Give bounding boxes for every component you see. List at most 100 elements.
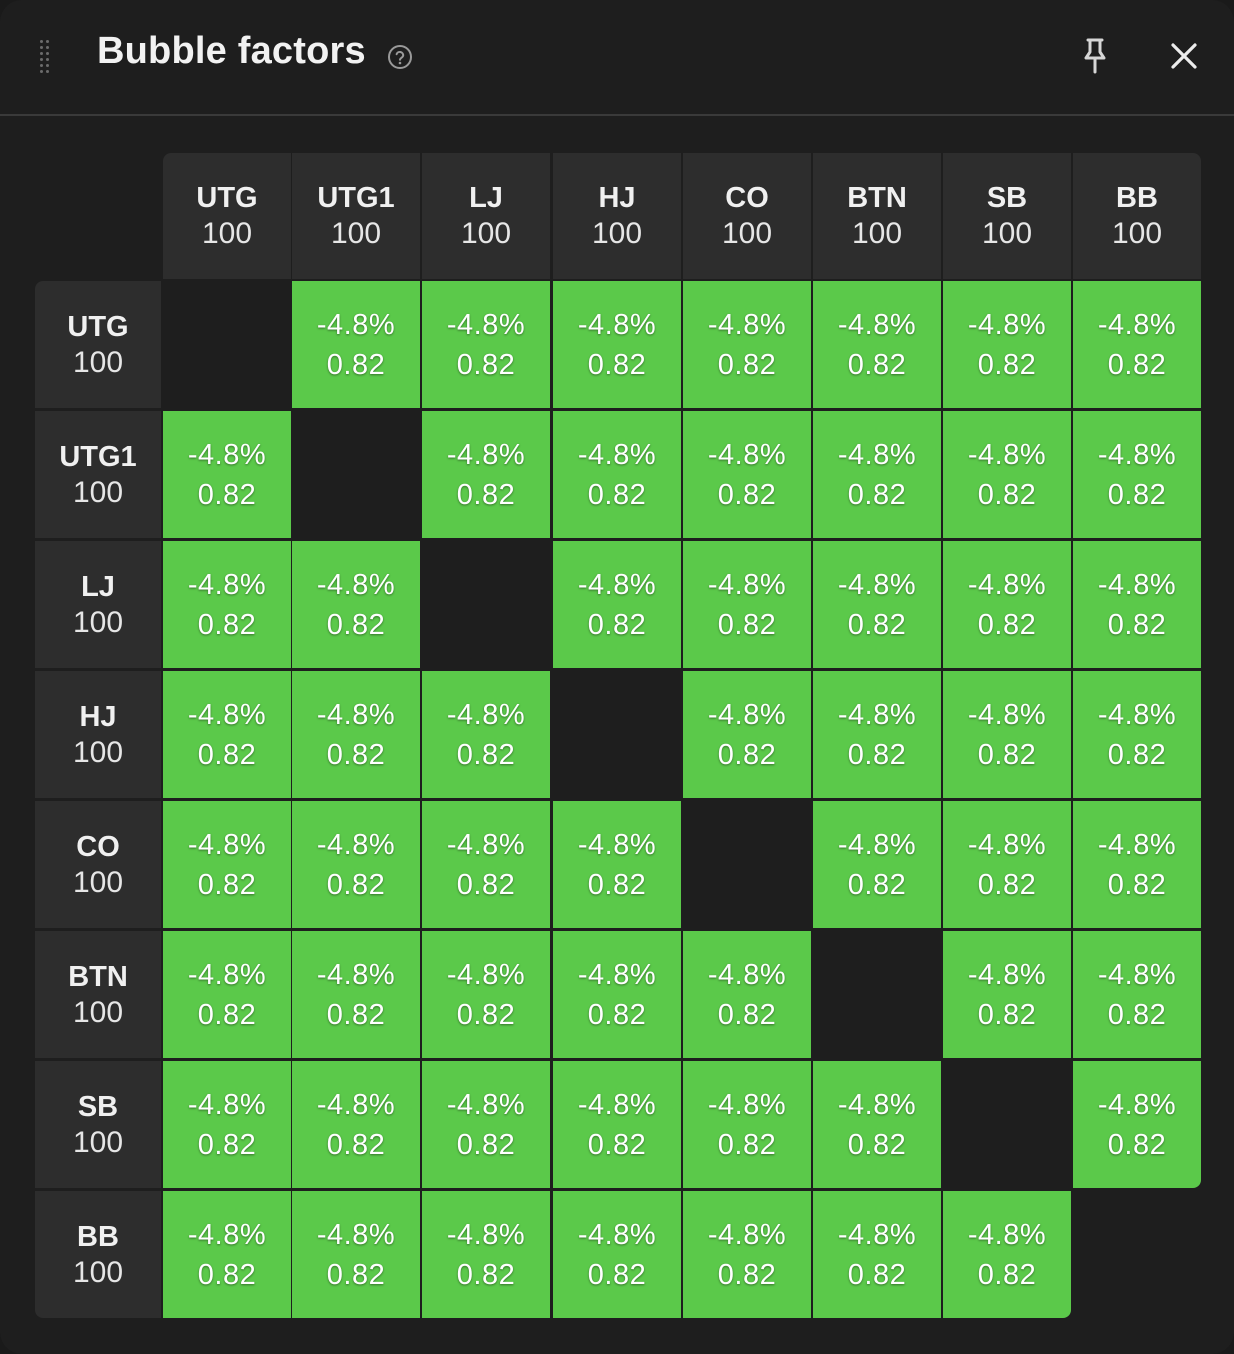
matrix-cell-utg1-vs-bb[interactable]: -4.8% 0.82 <box>1073 411 1201 538</box>
matrix-cell-co-vs-hj[interactable]: -4.8% 0.82 <box>553 801 681 928</box>
matrix-cell-bb-vs-sb[interactable]: -4.8% 0.82 <box>943 1191 1071 1318</box>
matrix-cell-hj-vs-utg[interactable]: -4.8% 0.82 <box>163 671 291 798</box>
row-stack-label: 100 <box>72 1125 124 1159</box>
matrix-cell-hj-vs-sb[interactable]: -4.8% 0.82 <box>943 671 1071 798</box>
help-circle-icon[interactable] <box>387 44 413 70</box>
bubble-factor-value: 0.82 <box>977 348 1037 381</box>
matrix-cell-utg-vs-bb[interactable]: -4.8% 0.82 <box>1073 281 1201 408</box>
matrix-cell-co-vs-btn[interactable]: -4.8% 0.82 <box>813 801 941 928</box>
matrix-cell-empty <box>683 801 811 928</box>
matrix-cell-utg-vs-hj[interactable]: -4.8% 0.82 <box>553 281 681 408</box>
matrix-cell-sb-vs-utg1[interactable]: -4.8% 0.82 <box>292 1061 420 1188</box>
row-position-label: SB <box>77 1090 119 1123</box>
bubble-factor-value: 0.82 <box>847 478 907 511</box>
equity-change-value: -4.8% <box>446 438 526 471</box>
equity-change-value: -4.8% <box>316 958 396 991</box>
equity-change-value: -4.8% <box>577 1088 657 1121</box>
matrix-cell-lj-vs-co[interactable]: -4.8% 0.82 <box>683 541 811 668</box>
bubble-factor-value: 0.82 <box>717 478 777 511</box>
matrix-cell-utg-vs-utg1[interactable]: -4.8% 0.82 <box>292 281 420 408</box>
column-stack-label: 100 <box>721 217 773 250</box>
matrix-cell-utg1-vs-hj[interactable]: -4.8% 0.82 <box>553 411 681 538</box>
matrix-cell-btn-vs-lj[interactable]: -4.8% 0.82 <box>422 931 550 1058</box>
matrix-cell-hj-vs-co[interactable]: -4.8% 0.82 <box>683 671 811 798</box>
panel-header: Bubble factors <box>0 0 1234 116</box>
column-header-utg1: UTG1 100 <box>292 153 420 279</box>
matrix-cell-sb-vs-hj[interactable]: -4.8% 0.82 <box>553 1061 681 1188</box>
equity-change-value: -4.8% <box>446 958 526 991</box>
matrix-cell-co-vs-bb[interactable]: -4.8% 0.82 <box>1073 801 1201 928</box>
matrix-cell-utg-vs-sb[interactable]: -4.8% 0.82 <box>943 281 1071 408</box>
matrix-cell-sb-vs-bb[interactable]: -4.8% 0.82 <box>1073 1061 1201 1188</box>
drag-handle-icon[interactable] <box>40 40 54 74</box>
matrix-cell-lj-vs-btn[interactable]: -4.8% 0.82 <box>813 541 941 668</box>
matrix-cell-bb-vs-lj[interactable]: -4.8% 0.82 <box>422 1191 550 1318</box>
equity-change-value: -4.8% <box>316 1088 396 1121</box>
matrix-cell-utg-vs-btn[interactable]: -4.8% 0.82 <box>813 281 941 408</box>
matrix-cell-hj-vs-btn[interactable]: -4.8% 0.82 <box>813 671 941 798</box>
matrix-cell-co-vs-lj[interactable]: -4.8% 0.82 <box>422 801 550 928</box>
bubble-factor-value: 0.82 <box>197 868 257 901</box>
matrix-cell-hj-vs-bb[interactable]: -4.8% 0.82 <box>1073 671 1201 798</box>
matrix-cell-bb-vs-utg[interactable]: -4.8% 0.82 <box>163 1191 291 1318</box>
matrix-cell-bb-vs-hj[interactable]: -4.8% 0.82 <box>553 1191 681 1318</box>
matrix-cell-btn-vs-hj[interactable]: -4.8% 0.82 <box>553 931 681 1058</box>
bubble-factor-value: 0.82 <box>197 608 257 641</box>
bubble-factor-value: 0.82 <box>977 478 1037 511</box>
matrix-cell-utg-vs-co[interactable]: -4.8% 0.82 <box>683 281 811 408</box>
matrix-cell-hj-vs-utg1[interactable]: -4.8% 0.82 <box>292 671 420 798</box>
matrix-cell-utg1-vs-co[interactable]: -4.8% 0.82 <box>683 411 811 538</box>
bubble-factor-value: 0.82 <box>326 1258 386 1291</box>
matrix-cell-lj-vs-utg[interactable]: -4.8% 0.82 <box>163 541 291 668</box>
matrix-cell-btn-vs-sb[interactable]: -4.8% 0.82 <box>943 931 1071 1058</box>
matrix-cell-lj-vs-utg1[interactable]: -4.8% 0.82 <box>292 541 420 668</box>
bubble-factor-value: 0.82 <box>977 738 1037 771</box>
matrix-cell-lj-vs-hj[interactable]: -4.8% 0.82 <box>553 541 681 668</box>
column-position-label: UTG1 <box>317 182 395 214</box>
bubble-factor-value: 0.82 <box>197 478 257 511</box>
matrix-cell-bb-vs-btn[interactable]: -4.8% 0.82 <box>813 1191 941 1318</box>
matrix-cell-btn-vs-co[interactable]: -4.8% 0.82 <box>683 931 811 1058</box>
matrix-cell-lj-vs-sb[interactable]: -4.8% 0.82 <box>943 541 1071 668</box>
matrix-cell-btn-vs-bb[interactable]: -4.8% 0.82 <box>1073 931 1201 1058</box>
pin-icon[interactable] <box>1078 36 1112 76</box>
matrix-cell-utg1-vs-utg[interactable]: -4.8% 0.82 <box>163 411 291 538</box>
column-stack-label: 100 <box>981 217 1033 250</box>
matrix-cell-utg1-vs-sb[interactable]: -4.8% 0.82 <box>943 411 1071 538</box>
equity-change-value: -4.8% <box>967 698 1047 731</box>
matrix-cell-sb-vs-btn[interactable]: -4.8% 0.82 <box>813 1061 941 1188</box>
matrix-cell-co-vs-utg[interactable]: -4.8% 0.82 <box>163 801 291 928</box>
bubble-factor-value: 0.82 <box>456 998 516 1031</box>
bubble-factor-value: 0.82 <box>847 348 907 381</box>
matrix-cell-co-vs-sb[interactable]: -4.8% 0.82 <box>943 801 1071 928</box>
equity-change-value: -4.8% <box>707 1088 787 1121</box>
column-header-co: CO 100 <box>683 153 811 279</box>
panel-title: Bubble factors <box>97 30 366 72</box>
matrix-cell-hj-vs-lj[interactable]: -4.8% 0.82 <box>422 671 550 798</box>
close-icon[interactable] <box>1166 38 1202 74</box>
matrix-cell-utg-vs-lj[interactable]: -4.8% 0.82 <box>422 281 550 408</box>
matrix-cell-btn-vs-utg1[interactable]: -4.8% 0.82 <box>292 931 420 1058</box>
bubble-factor-value: 0.82 <box>1107 868 1167 901</box>
equity-change-value: -4.8% <box>837 1218 917 1251</box>
matrix-cell-bb-vs-co[interactable]: -4.8% 0.82 <box>683 1191 811 1318</box>
matrix-cell-sb-vs-utg[interactable]: -4.8% 0.82 <box>163 1061 291 1188</box>
column-header-bb: BB 100 <box>1073 153 1201 279</box>
matrix-cell-bb-vs-utg1[interactable]: -4.8% 0.82 <box>292 1191 420 1318</box>
equity-change-value: -4.8% <box>1097 828 1177 861</box>
equity-change-value: -4.8% <box>577 568 657 601</box>
matrix-cell-sb-vs-co[interactable]: -4.8% 0.82 <box>683 1061 811 1188</box>
bubble-factor-value: 0.82 <box>717 1258 777 1291</box>
matrix-cell-utg1-vs-lj[interactable]: -4.8% 0.82 <box>422 411 550 538</box>
equity-change-value: -4.8% <box>187 1218 267 1251</box>
matrix-cell-btn-vs-utg[interactable]: -4.8% 0.82 <box>163 931 291 1058</box>
matrix-cell-utg1-vs-btn[interactable]: -4.8% 0.82 <box>813 411 941 538</box>
equity-change-value: -4.8% <box>577 828 657 861</box>
equity-change-value: -4.8% <box>837 828 917 861</box>
matrix-cell-sb-vs-lj[interactable]: -4.8% 0.82 <box>422 1061 550 1188</box>
bubble-factor-value: 0.82 <box>717 738 777 771</box>
row-position-label: LJ <box>81 570 115 603</box>
matrix-cell-co-vs-utg1[interactable]: -4.8% 0.82 <box>292 801 420 928</box>
equity-change-value: -4.8% <box>1097 1088 1177 1121</box>
matrix-cell-lj-vs-bb[interactable]: -4.8% 0.82 <box>1073 541 1201 668</box>
